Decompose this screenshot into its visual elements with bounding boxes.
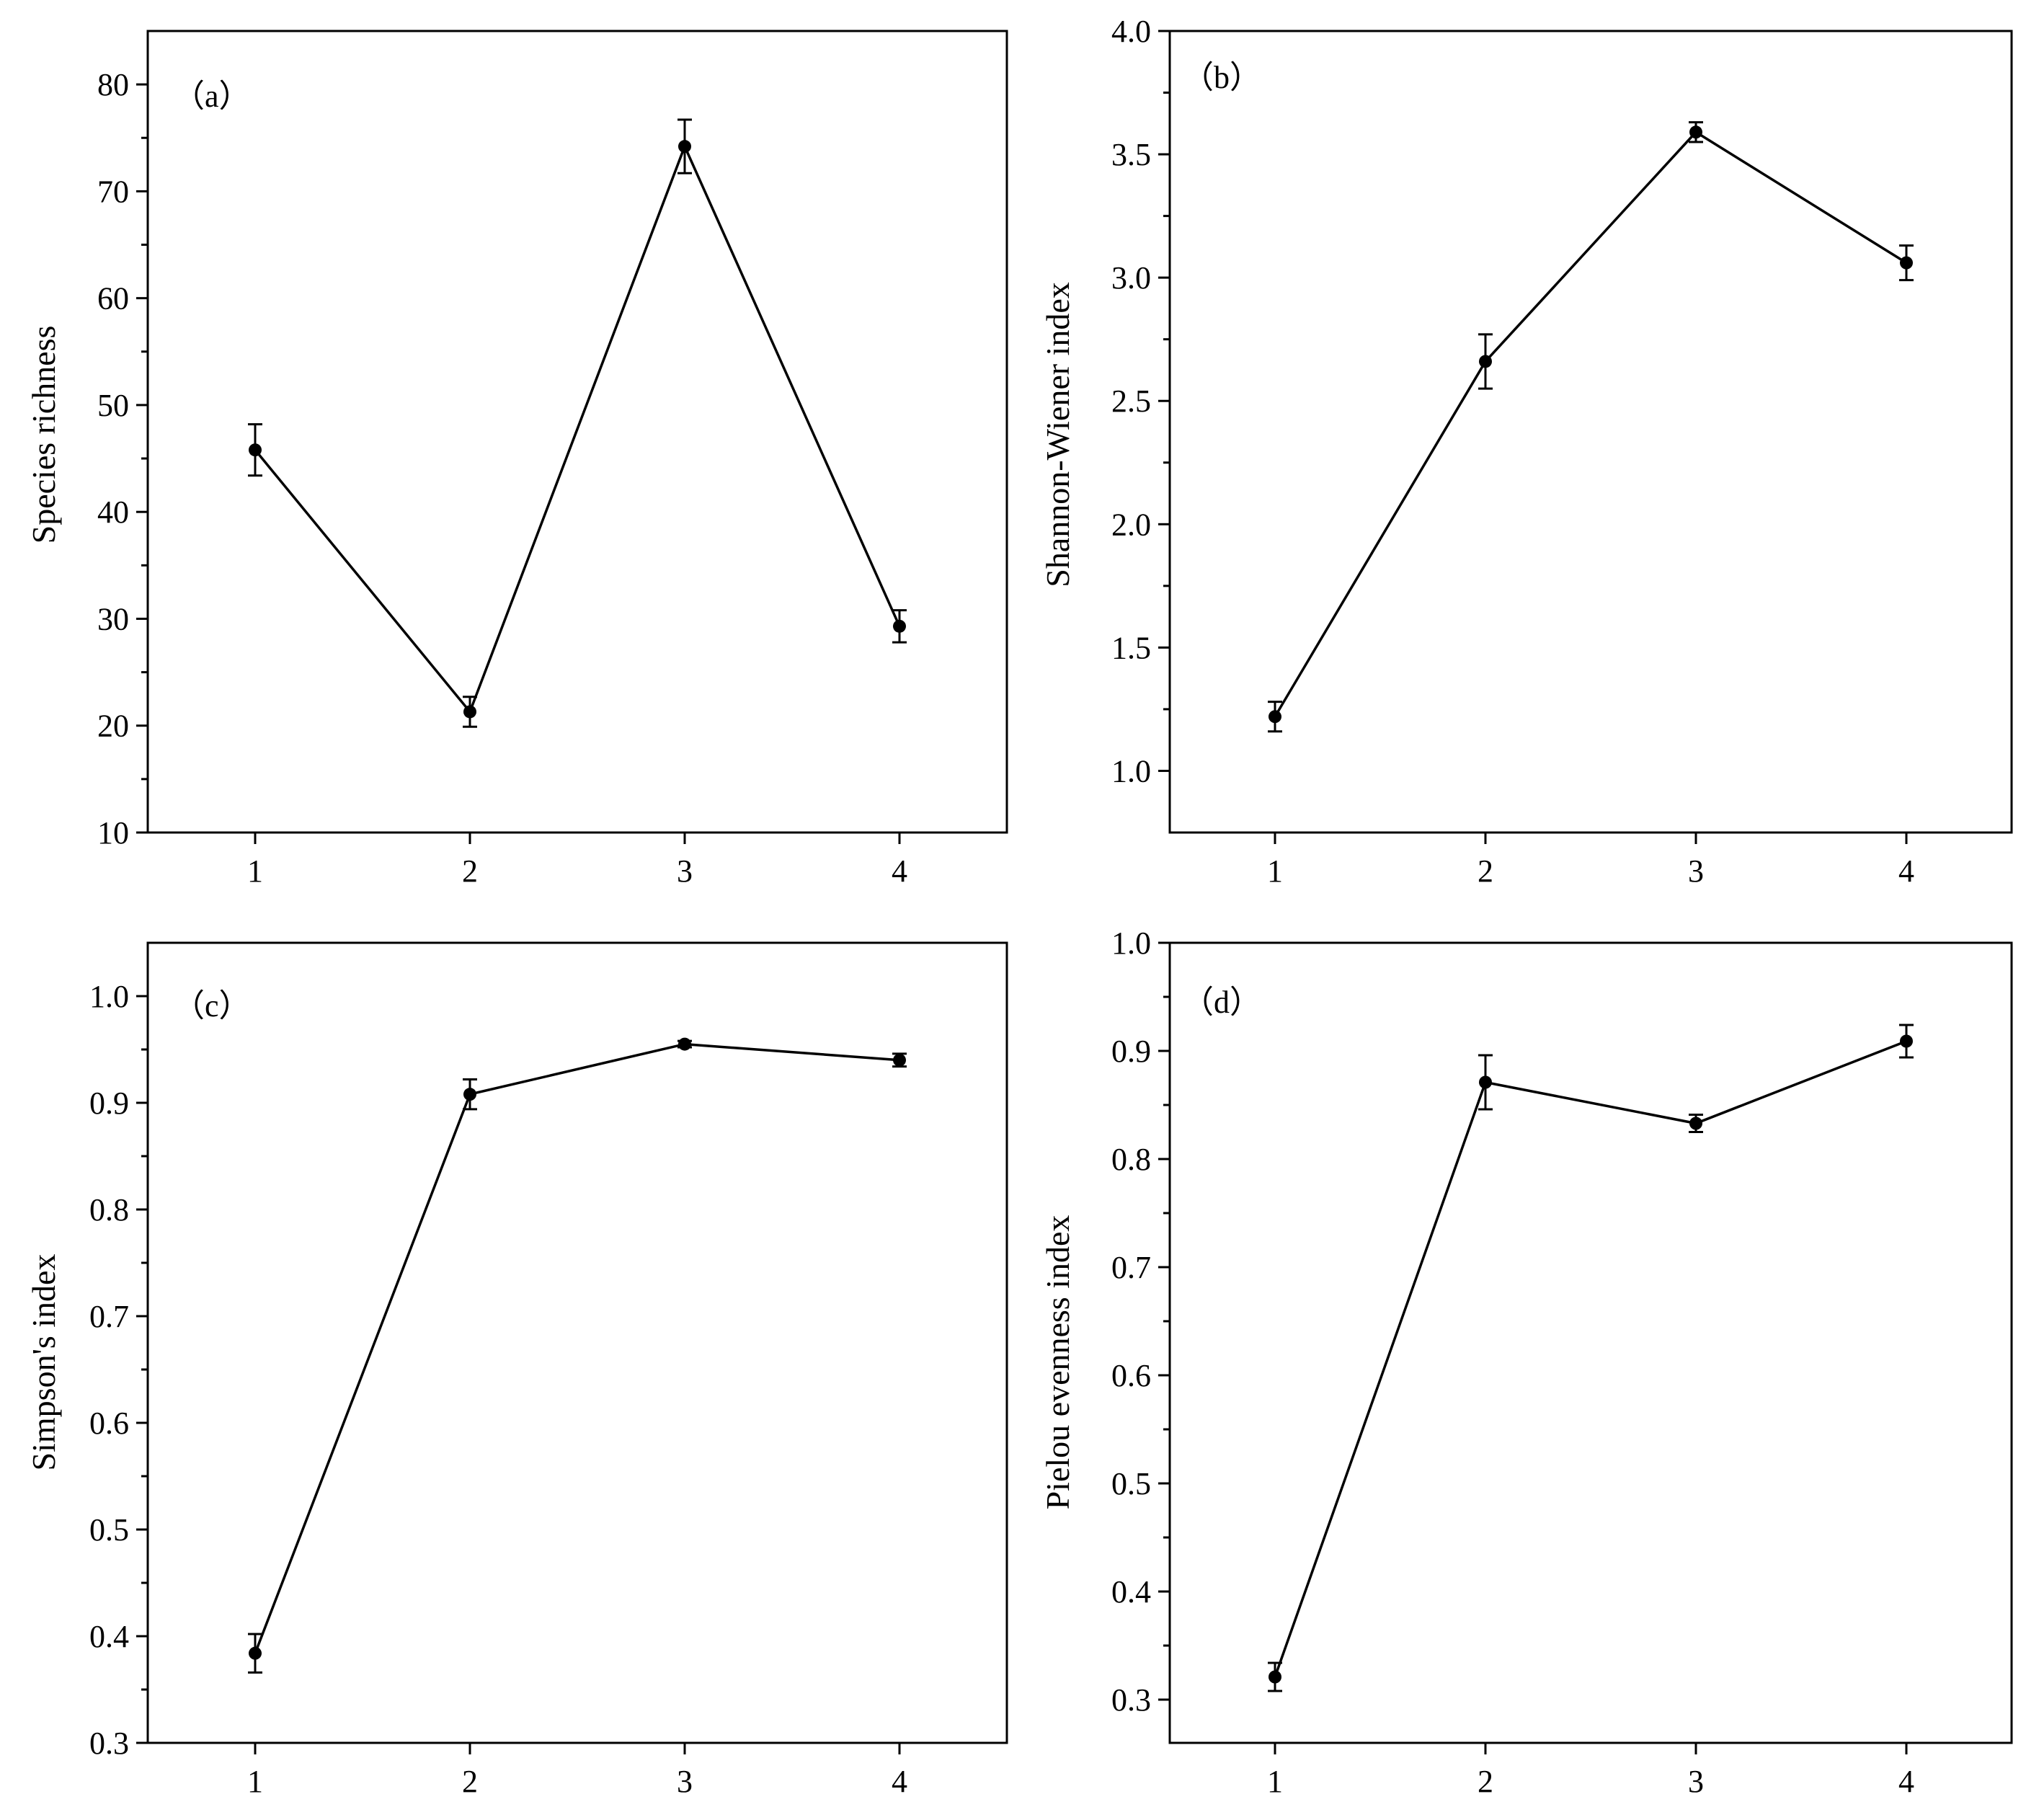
series-line — [254, 1042, 900, 1654]
panel-b: Shannon-Wiener index （b） 1.0 1.5 2.0 2.5 3.0… — [1039, 14, 2013, 889]
data-point — [463, 705, 476, 719]
x-tick-label: 1 — [1267, 1764, 1283, 1799]
y-tick-label: 0.6 — [1111, 1358, 1151, 1393]
y-tick-label: 80 — [97, 67, 129, 102]
y-tick-label: 70 — [97, 174, 129, 209]
y-tick-label: 20 — [97, 709, 129, 744]
y-tick-label: 4.0 — [1111, 14, 1151, 49]
data-point — [249, 1646, 262, 1660]
x-tick-label: 4 — [1898, 1764, 1914, 1799]
y-tick-label: 0.5 — [89, 1512, 129, 1548]
y-tick-label: 1.0 — [1111, 753, 1151, 789]
x-tick-label: 2 — [1478, 1764, 1493, 1799]
data-point — [1479, 1075, 1492, 1089]
y-tick-label: 0.4 — [1111, 1574, 1151, 1610]
y-axis-title: Species richness — [25, 326, 62, 544]
plot-frame — [1168, 30, 2013, 834]
panel-d: Pielou evenness index （d） 0.3 0.4 0.5 0.6 0.… — [1039, 925, 2013, 1799]
x-tick-label: 1 — [1267, 853, 1283, 889]
y-tick-label: 0.6 — [89, 1406, 129, 1441]
data-point — [1900, 1034, 1913, 1048]
y-tick-label: 60 — [97, 281, 129, 316]
series-line — [1274, 130, 1907, 718]
y-tick-label: 0.8 — [89, 1192, 129, 1228]
x-tick-label: 2 — [462, 853, 478, 889]
data-point — [893, 619, 906, 633]
x-tick-label: 4 — [892, 1764, 907, 1799]
data-point — [893, 1053, 906, 1067]
y-tick-label: 2.0 — [1111, 507, 1151, 542]
x-tick-label: 4 — [892, 853, 907, 889]
y-tick-label: 2.5 — [1111, 383, 1151, 419]
y-axis-title: Simpson's index — [25, 1254, 62, 1471]
y-tick-label: 10 — [97, 815, 129, 851]
data-point — [463, 1088, 476, 1101]
panel-label: （a） — [173, 79, 251, 114]
data-point — [1900, 256, 1913, 270]
data-point — [1689, 1117, 1702, 1130]
panel-c: Simpson's index （c） 0.3 0.4 0.5 0.6 0.7 0.8 0.… — [25, 941, 1008, 1799]
data-point — [1689, 125, 1702, 139]
plot-frame — [146, 941, 1008, 1744]
data-point — [678, 1037, 691, 1051]
y-tick-label: 0.9 — [89, 1086, 129, 1121]
y-tick-label: 1.5 — [1111, 630, 1151, 665]
y-tick-label: 0.5 — [1111, 1466, 1151, 1501]
x-tick-label: 1 — [247, 1764, 263, 1799]
data-point — [1269, 710, 1281, 724]
y-tick-label: 30 — [97, 601, 129, 636]
series-line — [254, 143, 901, 714]
y-tick-label: 0.3 — [89, 1726, 129, 1761]
x-tick-label: 2 — [462, 1764, 478, 1799]
plot-frame — [146, 30, 1008, 834]
data-point — [1269, 1670, 1281, 1684]
data-point — [249, 443, 262, 457]
series-line — [1274, 1039, 1907, 1678]
plot-frame — [1168, 941, 2013, 1744]
x-tick-label: 4 — [1898, 853, 1914, 889]
x-tick-label: 3 — [1688, 853, 1704, 889]
y-tick-label: 0.7 — [89, 1299, 129, 1334]
panel-label: （d） — [1182, 985, 1261, 1020]
y-tick-label: 0.8 — [1111, 1142, 1151, 1177]
y-axis-title: Pielou evenness index — [1039, 1215, 1076, 1510]
y-tick-label: 0.9 — [1111, 1034, 1151, 1069]
x-tick-label: 2 — [1478, 853, 1493, 889]
y-tick-label: 0.4 — [89, 1619, 129, 1654]
y-tick-label: 3.5 — [1111, 137, 1151, 172]
x-tick-label: 3 — [677, 853, 693, 889]
y-tick-label: 1.0 — [1111, 925, 1151, 961]
y-axis-title: Shannon-Wiener index — [1039, 282, 1076, 587]
panel-label: （c） — [173, 988, 251, 1024]
y-tick-label: 40 — [97, 494, 129, 530]
panel-a: Species richness （a） 10 20 30 40 50 60 70 80 1 2 3… — [25, 30, 1008, 889]
x-tick-label: 3 — [1688, 1764, 1704, 1799]
x-tick-label: 3 — [677, 1764, 693, 1799]
y-tick-label: 0.7 — [1111, 1250, 1151, 1285]
data-point — [678, 140, 691, 154]
y-tick-label: 0.3 — [1111, 1682, 1151, 1718]
y-tick-label: 3.0 — [1111, 260, 1151, 296]
panel-label: （b） — [1182, 60, 1261, 95]
y-tick-label: 1.0 — [89, 979, 129, 1014]
data-point — [1479, 355, 1492, 368]
y-tick-label: 50 — [97, 388, 129, 423]
x-tick-label: 1 — [247, 853, 263, 889]
